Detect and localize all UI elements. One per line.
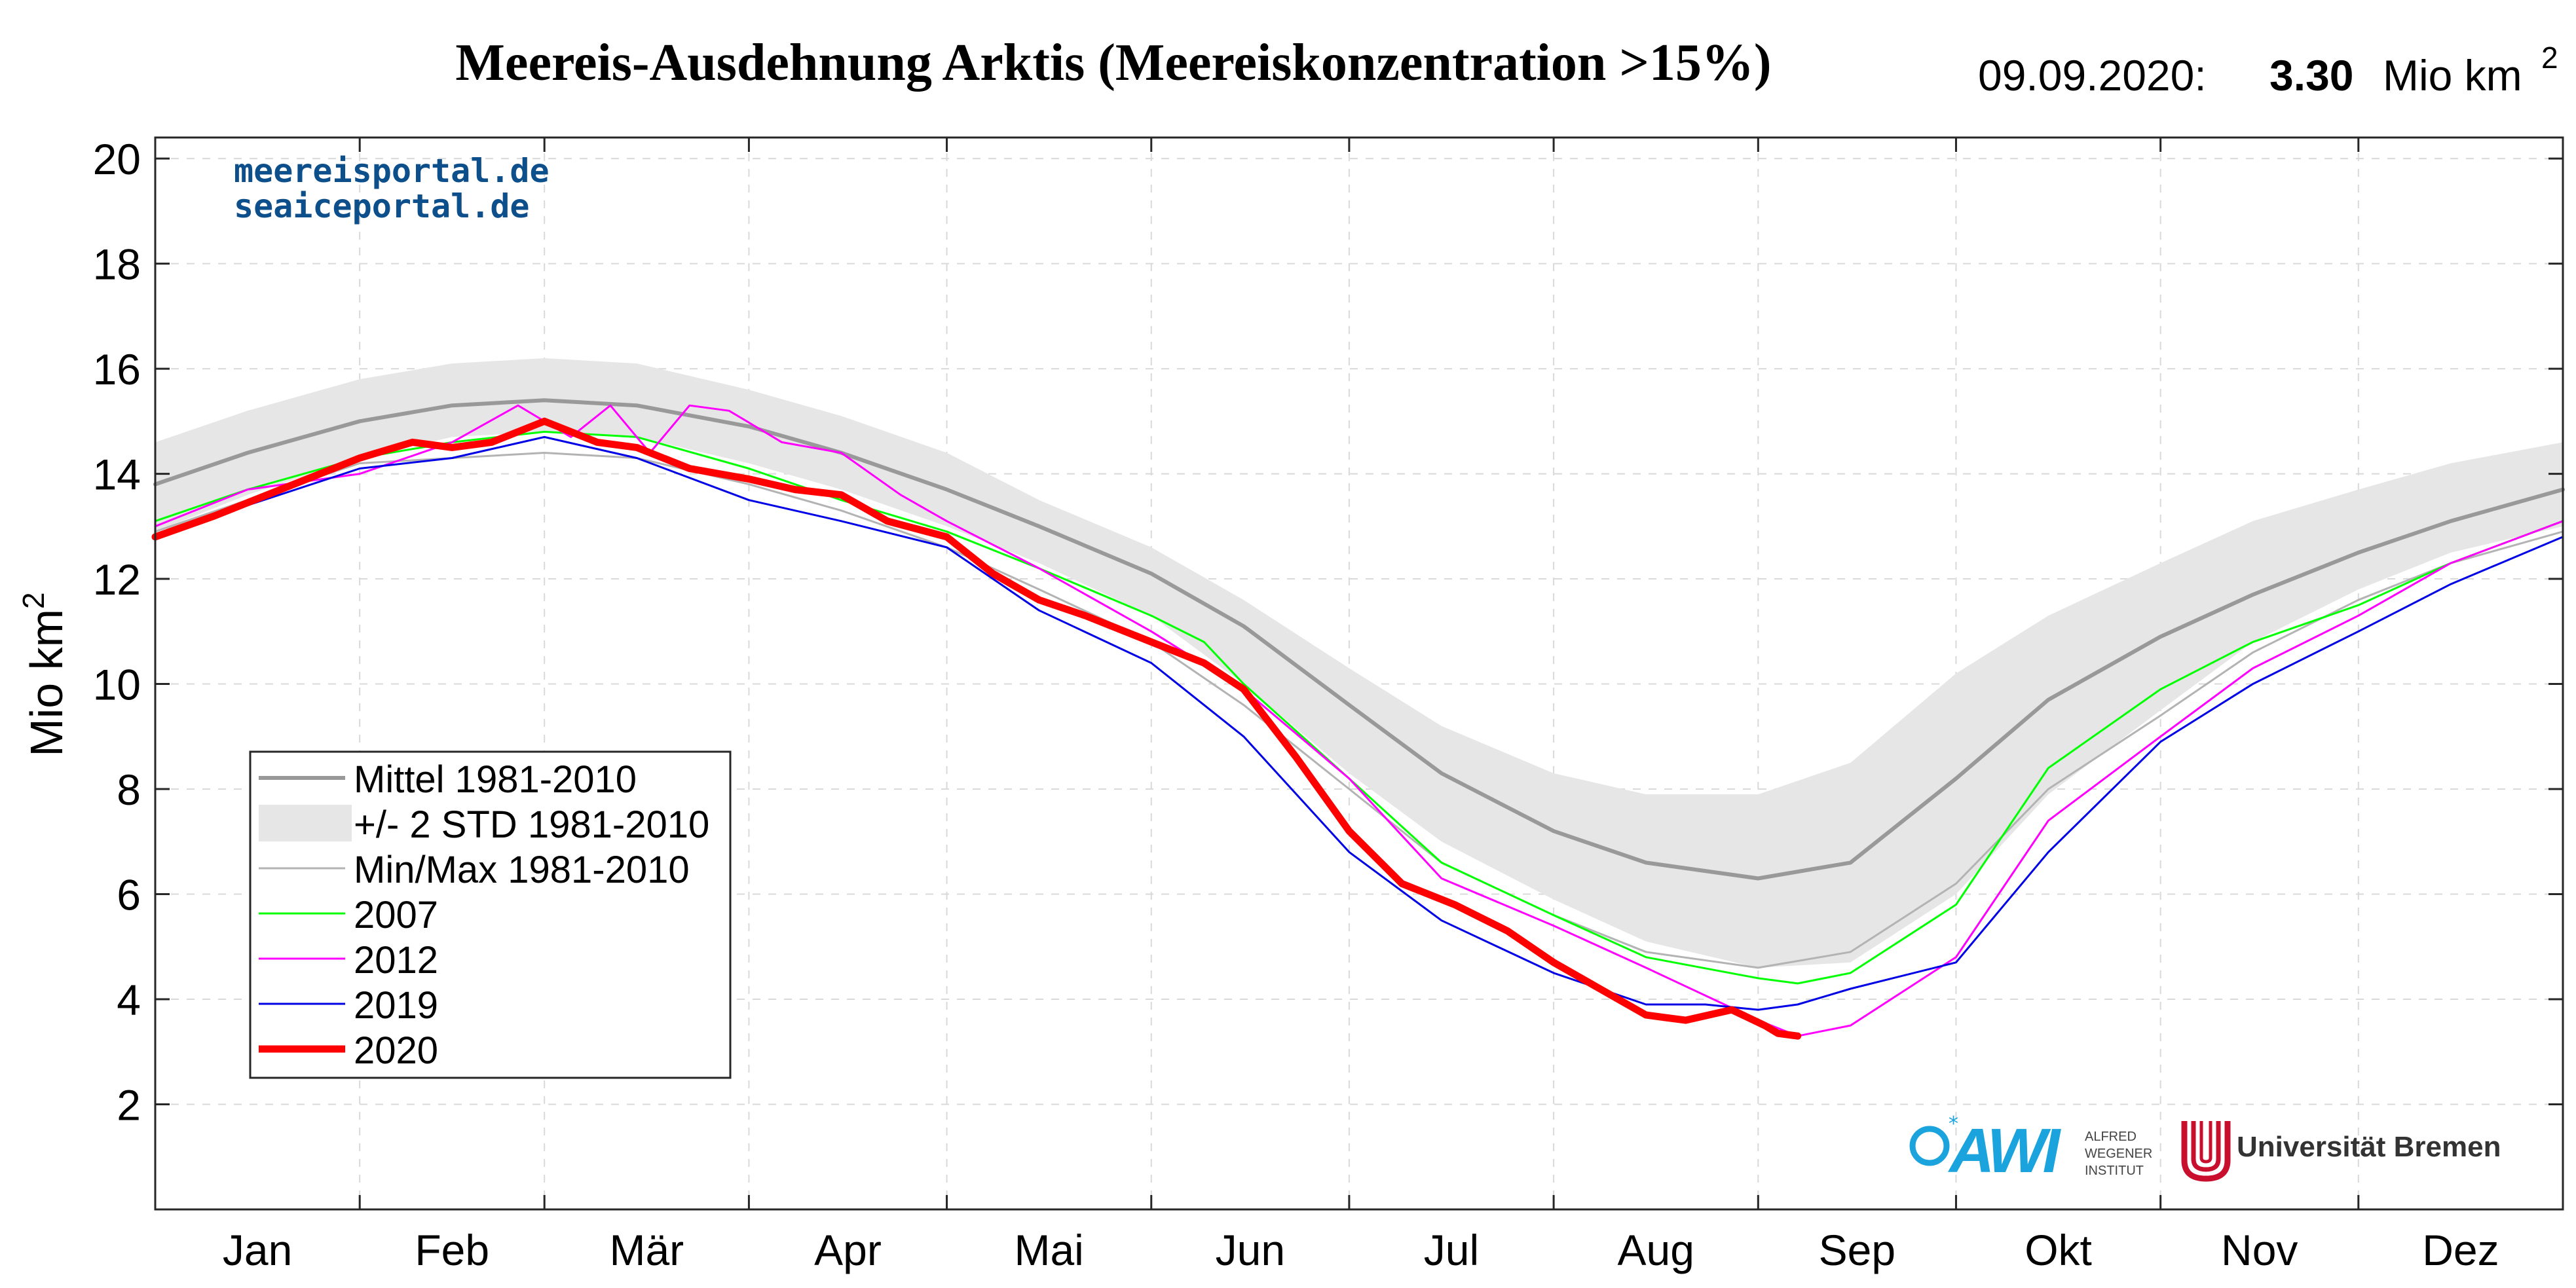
legend-label: 2012	[354, 939, 438, 982]
y-tick-label: 8	[117, 765, 141, 814]
date-label: 09.09.2020:	[1978, 51, 2207, 100]
x-tick-label: Sep	[1819, 1226, 1895, 1274]
grid	[155, 138, 2563, 1209]
y-axis-label-superscript: 2	[16, 592, 50, 609]
series-line-2020	[151, 417, 1802, 1040]
series-line-2019	[154, 435, 2564, 1011]
legend-label: 2020	[354, 1029, 438, 1072]
y-tick-label: 18	[93, 240, 141, 289]
x-tick-label: Feb	[415, 1226, 489, 1274]
x-tick-label: Jan	[223, 1226, 292, 1274]
awi-logo: * AWI ALFRED WEGENER INSTITUT	[1909, 1113, 2152, 1186]
x-tick-label: Apr	[814, 1226, 882, 1274]
x-tick-label: Mär	[609, 1226, 684, 1274]
y-axis-label-text: Mio km	[21, 609, 72, 757]
y-axis-label: Mio km2	[16, 592, 72, 756]
svg-text:Mio km2: Mio km2	[16, 592, 72, 756]
x-tick-label: Okt	[2025, 1226, 2092, 1274]
legend-label: 2007	[354, 894, 438, 936]
x-tick-label: Jun	[1216, 1226, 1285, 1274]
watermark-line-2: seaiceportal.de	[234, 187, 530, 225]
series-line-min-max-1981-2010	[154, 452, 2564, 969]
legend-box	[249, 750, 732, 1079]
y-tick-label: 12	[93, 555, 141, 604]
legend-label: 2019	[354, 984, 438, 1027]
series-line-mittel-1981-2010	[153, 398, 2565, 881]
std-band-layer	[155, 358, 2563, 968]
current-value: 3.30	[2269, 51, 2353, 100]
legend-label: Min/Max 1981-2010	[354, 849, 690, 891]
watermark-line-1: meereisportal.de	[234, 152, 550, 190]
y-tick-label: 2	[117, 1081, 141, 1130]
uni-bremen-logo: Universität Bremen	[2181, 1121, 2501, 1182]
awi-sub-2: WEGENER	[2085, 1147, 2152, 1161]
plot-frame	[154, 136, 2564, 1211]
series-line-2012	[154, 404, 2564, 1037]
y-tick-label: 14	[93, 451, 141, 499]
legend-label: Mittel 1981-2010	[354, 758, 637, 801]
x-tick-label: Aug	[1617, 1226, 1694, 1274]
y-tick-label: 4	[117, 976, 141, 1024]
current-unit-superscript: 2	[2541, 41, 2558, 75]
awi-sub-3: INSTITUT	[2085, 1164, 2144, 1178]
awi-logo-text: AWI	[1948, 1116, 2062, 1186]
star-icon: *	[1949, 1113, 1958, 1135]
y-tick-label: 10	[93, 661, 141, 709]
bremen-logo-text: Universität Bremen	[2237, 1131, 2501, 1163]
current-unit: Mio km	[2383, 51, 2522, 100]
awi-sub-1: ALFRED	[2085, 1130, 2137, 1144]
y-tick-label: 20	[93, 135, 141, 183]
y-tick-label: 16	[93, 345, 141, 394]
x-tick-label: Nov	[2221, 1226, 2298, 1274]
x-tick-label: Jul	[1424, 1226, 1479, 1274]
y-tick-label: 6	[117, 871, 141, 919]
bremen-logo-icon	[2181, 1121, 2231, 1182]
globe-icon	[1909, 1126, 1950, 1166]
axes: Jan Feb Mär Apr Mai Jun Jul Aug Sep Okt Nov Dez 2 4 6 8…	[93, 135, 2563, 1274]
series-lines-layer	[151, 398, 2565, 1040]
legend-label: +/- 2 STD 1981-2010	[354, 803, 709, 846]
x-tick-label: Mai	[1014, 1226, 1083, 1274]
x-tick-label: Dez	[2422, 1226, 2499, 1274]
legend: Mittel 1981-2010+/- 2 STD 1981-2010Min/M…	[249, 750, 732, 1079]
std-band	[155, 358, 2563, 968]
legend-swatch	[259, 805, 352, 841]
chart-title: Meereis-Ausdehnung Arktis (Meereiskonzen…	[455, 34, 1771, 92]
